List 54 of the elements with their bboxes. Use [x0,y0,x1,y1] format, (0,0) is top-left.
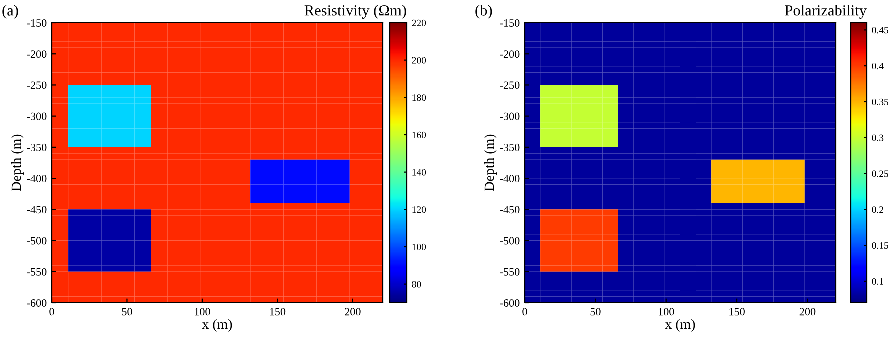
y-tick-label: -150 [500,19,520,27]
y-axis-title: Depth (m) [11,134,24,192]
y-axis-title: Depth (m) [484,134,497,192]
x-tick-label: 50 [590,308,601,316]
color-bar-title: Resistivity (Ωm) [304,5,406,19]
y-tick-label: -600 [500,299,520,307]
y-tick-label: -350 [27,144,47,152]
x-axis-title: x (m) [202,319,232,332]
y-tick-label: -400 [27,175,47,183]
y-tick-label: -550 [500,268,520,276]
x-tick-label: 200 [800,308,816,316]
x-tick-label: 100 [659,308,674,316]
y-tick-label: -200 [27,50,47,58]
color-bar-title: Polarizability [785,5,867,19]
y-tick-label: -500 [500,237,520,245]
color-bar-label: 80 [412,281,422,288]
x-tick-label: 150 [730,308,745,316]
y-tick-label: -350 [500,144,520,152]
y-tick-label: -200 [500,50,520,58]
color-bar-label: 120 [412,206,426,214]
y-tick-label: -450 [27,206,47,214]
y-tick-label: -600 [27,299,47,307]
x-tick-label: 200 [345,308,361,316]
color-bar-label: 0.45 [872,27,888,34]
color-bar-label: 180 [412,94,426,102]
color-bar-label: 200 [412,57,426,64]
y-tick-label: -300 [27,112,47,120]
x-tick-label: 50 [122,308,132,316]
color-bar-label: 0.3 [872,134,884,142]
x-axis-title: x (m) [665,319,696,332]
color-bar-label: 0.15 [872,242,888,250]
x-tick-label: 0 [522,308,528,316]
color-bar-label: 220 [412,20,426,26]
y-tick-label: -250 [500,82,520,90]
color-bar-label: 160 [412,132,426,138]
y-tick-label: -400 [500,175,520,183]
y-tick-label: -250 [27,82,47,90]
color-bar-label: 0.25 [872,170,888,178]
y-tick-label: -550 [27,268,47,276]
y-tick-label: -150 [27,19,47,27]
x-tick-label: 100 [195,308,210,316]
color-bar-label: 0.4 [872,62,884,70]
y-tick-label: -500 [27,237,47,245]
color-bar-label: 0.35 [872,98,888,106]
chart-title: (a) [2,5,18,19]
y-tick-label: -450 [500,206,520,214]
x-tick-label: 0 [50,308,54,316]
color-bar-label: 0.1 [872,278,884,285]
x-tick-label: 150 [270,308,286,316]
color-bar-label: 140 [412,169,426,176]
y-tick-label: -300 [500,112,520,120]
color-bar-label: 0.2 [872,206,884,214]
color-bar-label: 100 [412,244,426,250]
chart-title: (b) [476,5,492,19]
